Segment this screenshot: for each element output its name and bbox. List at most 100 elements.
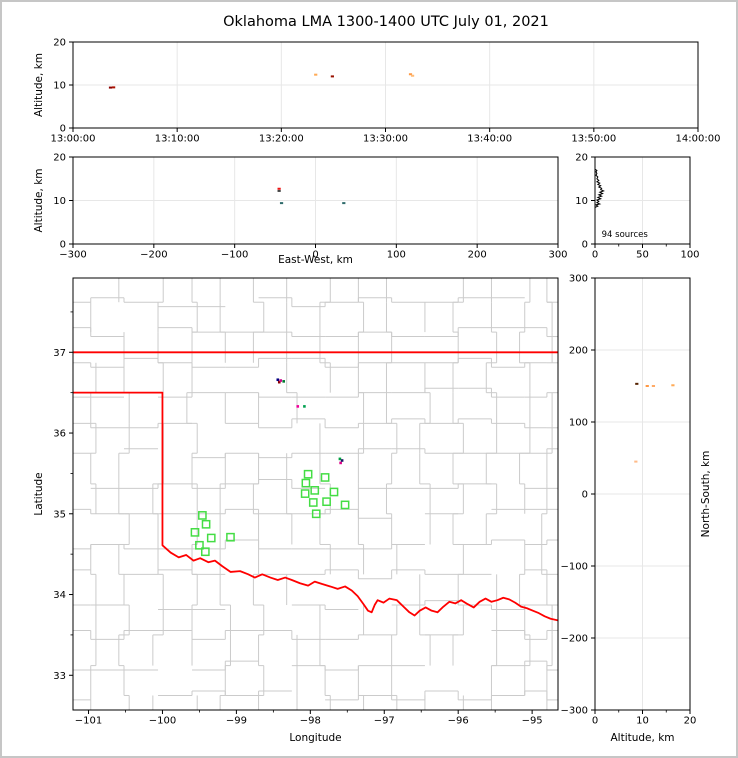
source-point <box>408 73 413 76</box>
x-tick-label: 13:20:00 <box>259 134 304 145</box>
plot-area <box>595 278 690 710</box>
x-tick-label: 13:40:00 <box>467 134 512 145</box>
source-point <box>634 460 638 463</box>
source-point <box>296 405 300 408</box>
y-axis-label: Latitude <box>33 472 45 515</box>
panel-alt-histogram: 0 50 100 0 10 20 94 sources <box>575 153 699 261</box>
y-tick-label: 10 <box>575 196 588 207</box>
plot-area <box>73 278 558 710</box>
x-tick-label: 20 <box>684 716 697 727</box>
x-tick-label: −200 <box>140 250 167 261</box>
station-marker <box>322 497 331 507</box>
x-tick-label: 13:50:00 <box>571 134 616 145</box>
source-point <box>282 380 286 383</box>
source-point <box>276 378 280 382</box>
x-tick-label: −98 <box>300 716 321 727</box>
y-tick-label: 200 <box>569 346 588 357</box>
station-marker <box>190 528 200 537</box>
station-marker <box>206 533 216 543</box>
station-marker <box>310 486 320 495</box>
station-marker <box>329 487 339 497</box>
source-point <box>330 75 334 78</box>
panel-ew-altitude: −300 −200 −100 0 100 200 300 0 10 20 East-West, km… <box>33 153 568 267</box>
source-point <box>645 385 649 387</box>
figure-title: Oklahoma LMA 1300-1400 UTC July 01, 2021 <box>223 14 549 30</box>
source-point <box>342 202 346 205</box>
x-tick-label: −95 <box>522 716 543 727</box>
station-marker <box>301 478 311 488</box>
y-tick-label: 34 <box>53 590 66 601</box>
station-marker <box>340 500 350 510</box>
x-tick-label: 200 <box>468 250 487 261</box>
x-tick-label: 0 <box>312 250 318 261</box>
y-tick-label: 10 <box>53 196 66 207</box>
station-marker <box>201 519 211 529</box>
y-tick-label: −100 <box>561 562 588 573</box>
y-tick-label: 20 <box>53 38 66 49</box>
y-tick-label: 0 <box>60 240 66 251</box>
source-point <box>279 202 284 205</box>
source-point <box>277 380 281 384</box>
y-tick-label: 20 <box>575 153 588 164</box>
station-marker <box>308 498 318 507</box>
y-axis-label: Altitude, km <box>33 53 45 117</box>
station-marker <box>311 509 321 519</box>
x-tick-label: 13:10:00 <box>155 134 200 145</box>
station-marker <box>195 540 204 550</box>
y-tick-label: 0 <box>582 240 588 251</box>
source-point <box>277 189 281 192</box>
y-axis-label-right: North-South, km <box>700 451 712 538</box>
source-point <box>410 74 415 77</box>
x-tick-label: −96 <box>448 716 469 727</box>
y-tick-label: −200 <box>561 634 588 645</box>
plot-area <box>595 157 690 244</box>
x-tick-label: −97 <box>374 716 395 727</box>
source-point <box>108 86 113 89</box>
source-point <box>112 86 116 89</box>
source-point <box>338 457 342 461</box>
y-tick-label: 10 <box>53 81 66 92</box>
y-tick-label: 0 <box>60 124 66 135</box>
x-tick-label: 13:00:00 <box>51 134 96 145</box>
plot-area <box>73 157 558 244</box>
x-tick-label: −100 <box>149 716 176 727</box>
y-tick-label: 0 <box>582 490 588 501</box>
state-border-west-and-red-river <box>73 391 558 622</box>
panel-time-altitude: 13:00:00 13:10:00 13:20:00 13:30:00 13:40:00… <box>33 38 720 145</box>
source-point <box>279 379 283 382</box>
station-marker <box>300 489 310 498</box>
source-count-annotation: 94 sources <box>602 230 649 240</box>
source-point <box>277 187 281 190</box>
y-tick-label: 33 <box>53 671 66 682</box>
x-tick-label: 300 <box>548 250 567 261</box>
x-tick-label: 50 <box>636 250 649 261</box>
y-tick-label: 20 <box>53 153 66 164</box>
y-tick-label: 37 <box>53 348 66 359</box>
y-tick-label: −300 <box>561 706 588 717</box>
y-tick-label: 35 <box>53 509 66 520</box>
x-tick-label: −99 <box>226 716 247 727</box>
y-tick-label: 300 <box>569 274 588 285</box>
source-point <box>340 459 344 462</box>
plot-area <box>73 42 698 128</box>
panel-map: −101 −100 −99 −98 −97 −96 −95 37 36 35 34 33 Longitu… <box>33 277 559 744</box>
x-tick-label: 14:00:00 <box>676 134 721 145</box>
x-axis-label: Altitude, km <box>610 732 674 744</box>
x-tick-label: −300 <box>59 250 86 261</box>
x-tick-label: 0 <box>592 250 598 261</box>
y-tick-label: 100 <box>569 418 588 429</box>
station-marker <box>303 469 313 479</box>
x-tick-label: 100 <box>387 250 406 261</box>
station-marker <box>200 547 210 557</box>
x-axis-label: East-West, km <box>278 254 353 266</box>
source-point <box>314 73 318 76</box>
source-point <box>635 382 639 385</box>
x-tick-label: −100 <box>221 250 248 261</box>
x-tick-label: −101 <box>75 716 102 727</box>
histogram-profile <box>595 168 605 208</box>
y-axis-label: Altitude, km <box>33 168 45 232</box>
x-tick-label: 13:30:00 <box>363 134 408 145</box>
station-marker <box>226 532 235 542</box>
